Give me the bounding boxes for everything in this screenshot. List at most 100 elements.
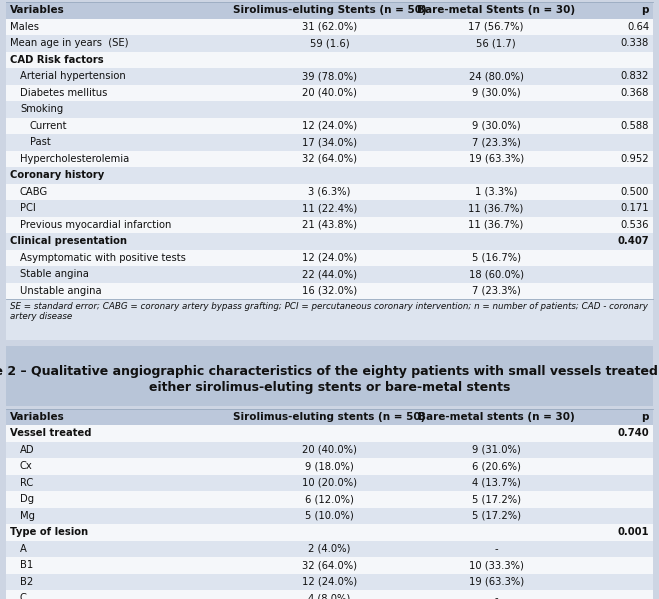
Text: CABG: CABG bbox=[20, 187, 48, 196]
Bar bbox=[6, 200, 653, 216]
Text: 0.740: 0.740 bbox=[617, 428, 649, 438]
Text: 19 (63.3%): 19 (63.3%) bbox=[469, 154, 524, 164]
Text: 0.368: 0.368 bbox=[621, 87, 649, 98]
Text: 0.338: 0.338 bbox=[621, 38, 649, 49]
Text: 11 (36.7%): 11 (36.7%) bbox=[469, 203, 524, 213]
Text: C: C bbox=[20, 594, 27, 599]
Text: Coronary history: Coronary history bbox=[10, 170, 104, 180]
Text: 0.588: 0.588 bbox=[621, 121, 649, 131]
Text: 32 (64.0%): 32 (64.0%) bbox=[302, 561, 357, 570]
Bar bbox=[6, 574, 653, 590]
Text: 0.407: 0.407 bbox=[617, 236, 649, 246]
Bar bbox=[6, 441, 653, 458]
Text: 59 (1.6): 59 (1.6) bbox=[310, 38, 349, 49]
Bar bbox=[6, 409, 653, 425]
Text: 32 (64.0%): 32 (64.0%) bbox=[302, 154, 357, 164]
Bar bbox=[6, 35, 653, 52]
Text: 4 (13.7%): 4 (13.7%) bbox=[472, 478, 521, 488]
Text: 6 (20.6%): 6 (20.6%) bbox=[472, 461, 521, 471]
Bar bbox=[6, 134, 653, 150]
Text: 7 (23.3%): 7 (23.3%) bbox=[472, 286, 521, 296]
Text: Type of lesion: Type of lesion bbox=[10, 527, 88, 537]
Bar bbox=[6, 117, 653, 134]
Bar bbox=[6, 541, 653, 557]
Text: 5 (17.2%): 5 (17.2%) bbox=[472, 511, 521, 521]
Bar bbox=[6, 557, 653, 574]
Text: Bare-metal stents (n = 30): Bare-metal stents (n = 30) bbox=[418, 412, 575, 422]
Bar bbox=[6, 250, 653, 266]
Text: Clinical presentation: Clinical presentation bbox=[10, 236, 127, 246]
Text: -: - bbox=[494, 544, 498, 554]
Text: Mg: Mg bbox=[20, 511, 35, 521]
Text: Unstable angina: Unstable angina bbox=[20, 286, 101, 296]
Bar bbox=[6, 68, 653, 84]
Bar bbox=[6, 216, 653, 233]
Text: 0.500: 0.500 bbox=[621, 187, 649, 196]
Bar bbox=[6, 346, 653, 406]
Text: 12 (24.0%): 12 (24.0%) bbox=[302, 577, 357, 587]
Text: Previous myocardial infarction: Previous myocardial infarction bbox=[20, 220, 171, 230]
Bar bbox=[6, 507, 653, 524]
Text: 39 (78.0%): 39 (78.0%) bbox=[302, 71, 357, 81]
Bar bbox=[6, 52, 653, 68]
Bar bbox=[6, 2, 653, 19]
Text: B2: B2 bbox=[20, 577, 33, 587]
Text: 31 (62.0%): 31 (62.0%) bbox=[302, 22, 357, 32]
Bar bbox=[6, 233, 653, 250]
Bar bbox=[6, 524, 653, 541]
Bar bbox=[6, 150, 653, 167]
Text: 0.952: 0.952 bbox=[620, 154, 649, 164]
Text: 0.64: 0.64 bbox=[627, 22, 649, 32]
Bar bbox=[6, 299, 653, 340]
Bar bbox=[6, 590, 653, 599]
Text: 21 (43.8%): 21 (43.8%) bbox=[302, 220, 357, 230]
Text: Variables: Variables bbox=[10, 412, 65, 422]
Text: Mean age in years  (SE): Mean age in years (SE) bbox=[10, 38, 129, 49]
Text: Dg: Dg bbox=[20, 494, 34, 504]
Bar bbox=[6, 183, 653, 200]
Text: B1: B1 bbox=[20, 561, 33, 570]
Text: Bare-metal Stents (n = 30): Bare-metal Stents (n = 30) bbox=[417, 5, 575, 15]
Text: 19 (63.3%): 19 (63.3%) bbox=[469, 577, 524, 587]
Text: Stable angina: Stable angina bbox=[20, 269, 89, 279]
Text: Sirolimus-eluting stents (n = 50): Sirolimus-eluting stents (n = 50) bbox=[233, 412, 426, 422]
Text: CAD Risk factors: CAD Risk factors bbox=[10, 55, 103, 65]
Text: 16 (32.0%): 16 (32.0%) bbox=[302, 286, 357, 296]
Text: 6 (12.0%): 6 (12.0%) bbox=[305, 494, 354, 504]
Text: Table 2 – Qualitative angiographic characteristics of the eighty patients with s: Table 2 – Qualitative angiographic chara… bbox=[0, 365, 659, 379]
Text: Asymptomatic with positive tests: Asymptomatic with positive tests bbox=[20, 253, 186, 263]
Text: Past: Past bbox=[30, 137, 51, 147]
Text: 18 (60.0%): 18 (60.0%) bbox=[469, 269, 524, 279]
Text: 0.171: 0.171 bbox=[620, 203, 649, 213]
Text: 22 (44.0%): 22 (44.0%) bbox=[302, 269, 357, 279]
Text: PCI: PCI bbox=[20, 203, 36, 213]
Text: SE = standard error; CABG = coronary artery bypass grafting; PCI = percutaneous : SE = standard error; CABG = coronary art… bbox=[10, 302, 648, 322]
Text: Cx: Cx bbox=[20, 461, 33, 471]
Text: 0.832: 0.832 bbox=[621, 71, 649, 81]
Text: Hypercholesterolemia: Hypercholesterolemia bbox=[20, 154, 129, 164]
Text: RC: RC bbox=[20, 478, 33, 488]
Text: 0.536: 0.536 bbox=[621, 220, 649, 230]
Text: 9 (30.0%): 9 (30.0%) bbox=[472, 87, 521, 98]
Text: AD: AD bbox=[20, 445, 35, 455]
Text: either sirolimus-eluting stents or bare-metal stents: either sirolimus-eluting stents or bare-… bbox=[149, 381, 510, 394]
Text: 2 (4.0%): 2 (4.0%) bbox=[308, 544, 351, 554]
Text: 12 (24.0%): 12 (24.0%) bbox=[302, 121, 357, 131]
Text: p: p bbox=[641, 412, 649, 422]
Text: Males: Males bbox=[10, 22, 39, 32]
Text: Sirolimus-eluting Stents (n = 50): Sirolimus-eluting Stents (n = 50) bbox=[233, 5, 426, 15]
Bar bbox=[6, 474, 653, 491]
Text: 9 (18.0%): 9 (18.0%) bbox=[305, 461, 354, 471]
Text: 17 (34.0%): 17 (34.0%) bbox=[302, 137, 357, 147]
Text: 3 (6.3%): 3 (6.3%) bbox=[308, 187, 351, 196]
Text: 17 (56.7%): 17 (56.7%) bbox=[469, 22, 524, 32]
Text: 11 (36.7%): 11 (36.7%) bbox=[469, 220, 524, 230]
Bar bbox=[6, 101, 653, 117]
Text: 11 (22.4%): 11 (22.4%) bbox=[302, 203, 357, 213]
Bar bbox=[6, 84, 653, 101]
Text: 20 (40.0%): 20 (40.0%) bbox=[302, 445, 357, 455]
Text: 20 (40.0%): 20 (40.0%) bbox=[302, 87, 357, 98]
Text: 4 (8.0%): 4 (8.0%) bbox=[308, 594, 351, 599]
Text: p: p bbox=[641, 5, 649, 15]
Text: Current: Current bbox=[30, 121, 67, 131]
